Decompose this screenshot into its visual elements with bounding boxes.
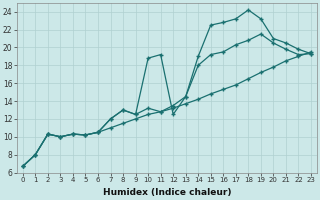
X-axis label: Humidex (Indice chaleur): Humidex (Indice chaleur) (103, 188, 231, 197)
